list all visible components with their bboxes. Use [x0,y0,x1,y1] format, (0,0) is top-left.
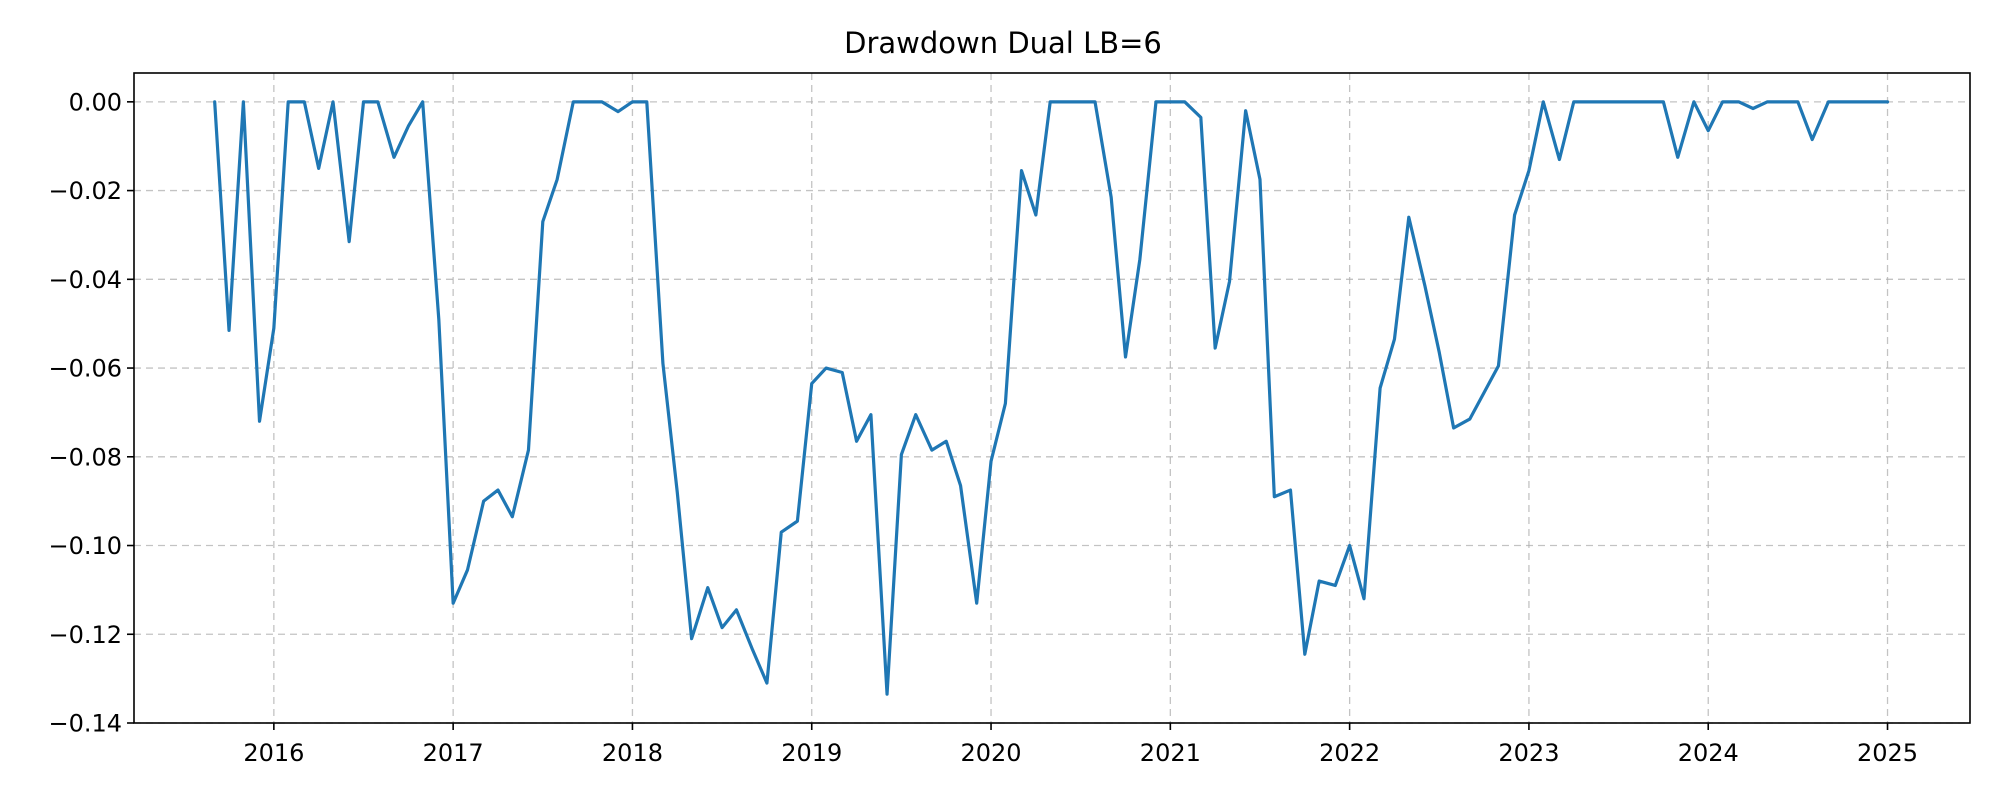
x-tick-label: 2017 [423,739,484,767]
x-tick-label: 2019 [781,739,842,767]
chart-title: Drawdown Dual LB=6 [844,26,1162,60]
y-tick-label: −0.10 [48,532,122,560]
x-tick-label: 2018 [602,739,663,767]
plot-area-frame [133,72,1971,724]
x-tick-label: 2022 [1319,739,1380,767]
y-tick-label: −0.08 [48,443,122,471]
y-tick-label: −0.12 [48,621,122,649]
drawdown-series-line [213,100,1890,696]
y-tick-label: −0.06 [48,355,122,383]
x-tick-label: 2024 [1678,739,1739,767]
series-layer [213,100,1890,696]
y-tick-label: −0.14 [48,710,122,738]
y-tick-label: −0.02 [48,177,122,205]
axis-ticks: 2016 2017 2018 2019 2020 2021 2022 2023 2024 2025… [48,88,1918,767]
y-tick-label: −0.04 [48,266,122,294]
x-tick-label: 2025 [1857,739,1918,767]
grid-lines [134,73,1970,724]
x-tick-label: 2021 [1140,739,1201,767]
x-tick-label: 2020 [961,739,1022,767]
x-tick-label: 2023 [1498,739,1559,767]
x-tick-label: 2016 [243,739,304,767]
y-tick-label: 0.00 [69,88,122,116]
